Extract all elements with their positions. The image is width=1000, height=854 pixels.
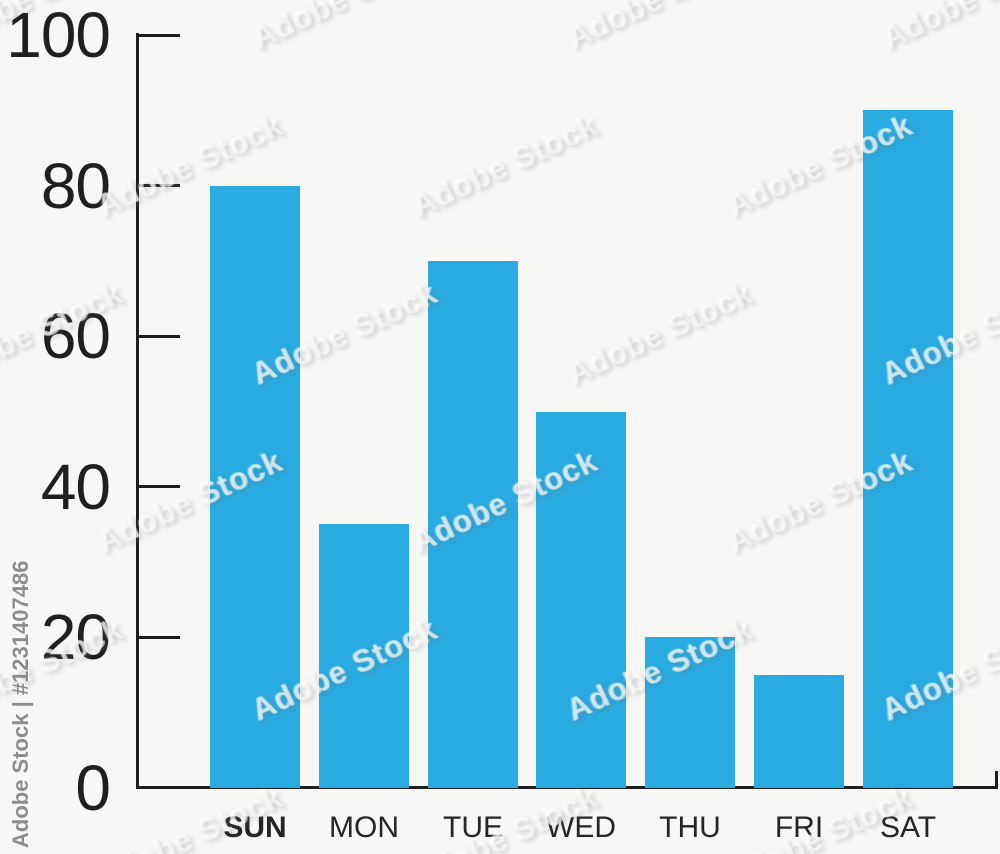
y-tick: [136, 33, 180, 37]
x-category-label-sat: SAT: [879, 811, 937, 844]
bar-thu: [645, 637, 735, 788]
y-tick-label: 60: [40, 300, 111, 373]
bar-tue: [428, 260, 518, 788]
x-axis-end-tick: [995, 771, 998, 787]
y-tick-label: 100: [6, 0, 111, 71]
bar-fri: [754, 675, 844, 788]
x-category-label-fri: FRI: [774, 811, 824, 844]
bar-sat: [863, 110, 953, 788]
y-tick-label: 80: [40, 149, 111, 222]
x-category-label-sun: SUN: [223, 811, 287, 844]
y-tick: [136, 635, 180, 639]
y-tick-label: 40: [40, 450, 111, 523]
x-category-label-wed: WED: [546, 811, 616, 844]
x-category-label-mon: MON: [329, 811, 399, 844]
bar-mon: [319, 524, 409, 788]
y-tick: [136, 184, 180, 188]
x-category-label-thu: THU: [659, 811, 721, 844]
y-tick: [136, 334, 180, 338]
y-tick-label: 0: [75, 752, 111, 824]
y-axis-line: [136, 33, 139, 789]
bar-wed: [536, 411, 626, 788]
bar-sun: [210, 185, 300, 788]
y-tick: [136, 485, 180, 489]
y-tick-label: 20: [40, 601, 111, 674]
x-category-label-tue: TUE: [443, 811, 503, 844]
